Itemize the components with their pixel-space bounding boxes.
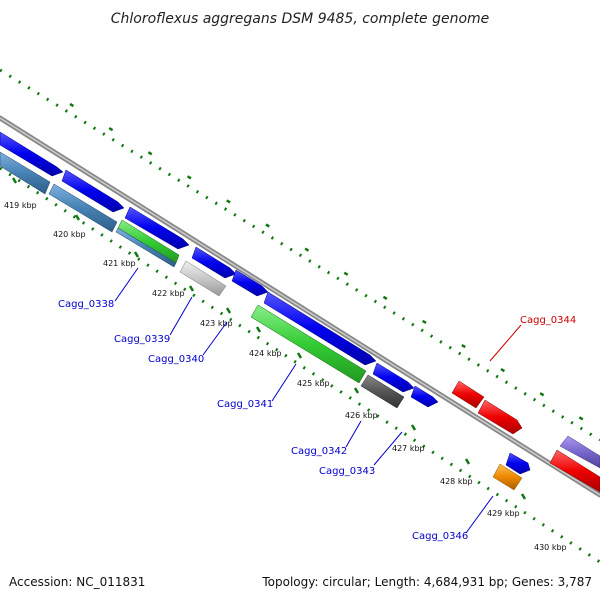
gene-feature[interactable]: [231, 269, 269, 297]
tick-labels: 419 kbp 420 kbp 421 kbp 422 kbp 423 kbp …: [4, 201, 567, 552]
tick-label: 424 kbp: [249, 349, 282, 358]
reverse-strand-features: [451, 380, 600, 493]
gc-skew-outer-dots: [0, 68, 600, 442]
gene-feature[interactable]: [410, 385, 439, 408]
tick-label: 426 kbp: [345, 411, 378, 420]
gene-feature[interactable]: [0, 151, 51, 195]
gene-feature[interactable]: [360, 374, 405, 409]
gene-feature[interactable]: [124, 206, 190, 250]
gene-label-cagg-0344[interactable]: Cagg_0344: [520, 315, 576, 326]
genome-backbone-inner: [0, 117, 600, 496]
forward-strand-features: [0, 131, 531, 475]
gene-feature[interactable]: [179, 260, 227, 297]
gc-skew-inner-dots: [0, 166, 600, 564]
tick-label: 420 kbp: [53, 230, 86, 239]
gene-feature[interactable]: [48, 183, 118, 233]
gene-label-cagg-0343[interactable]: Cagg_0343: [319, 466, 375, 477]
tick-label: 423 kbp: [200, 319, 233, 328]
gene-label-leaders: [114, 267, 522, 534]
gc-content-dashes-outer: [69, 102, 600, 432]
gene-feature[interactable]: [505, 452, 531, 475]
gene-label-cagg-0342[interactable]: Cagg_0342: [291, 446, 347, 457]
gene-feature[interactable]: [115, 227, 177, 268]
gene-label-cagg-0341[interactable]: Cagg_0341: [217, 399, 273, 410]
tick-label: 429 kbp: [487, 509, 520, 518]
gene-feature[interactable]: [492, 463, 523, 491]
gene-label-cagg-0338[interactable]: Cagg_0338: [58, 299, 114, 310]
tick-label: 428 kbp: [440, 477, 473, 486]
gene-feature[interactable]: [263, 291, 377, 366]
tick-label: 425 kbp: [297, 379, 330, 388]
scale-ticks: [11, 177, 527, 500]
tick-label: 422 kbp: [152, 289, 185, 298]
gene-label-cagg-0340[interactable]: Cagg_0340: [148, 354, 204, 365]
tick-label: 430 kbp: [534, 543, 567, 552]
gene-feature[interactable]: [559, 435, 600, 469]
accession-text: Accession: NC_011831: [9, 575, 145, 589]
gene-labels: Cagg_0338 Cagg_0339 Cagg_0340 Cagg_0341 …: [58, 299, 576, 542]
gene-label-cagg-0339[interactable]: Cagg_0339: [114, 334, 170, 345]
gene-feature[interactable]: [0, 131, 64, 177]
gene-feature[interactable]: [372, 362, 415, 393]
gene-feature[interactable]: [451, 380, 485, 409]
gene-label-cagg-0346[interactable]: Cagg_0346: [412, 531, 468, 542]
tick-label: 421 kbp: [103, 259, 136, 268]
gene-feature[interactable]: [477, 399, 523, 435]
topology-text: Topology: circular; Length: 4,684,931 bp…: [261, 575, 592, 589]
tick-label: 419 kbp: [4, 201, 37, 210]
tick-label: 427 kbp: [392, 444, 425, 453]
second-track-features: [0, 151, 600, 491]
gene-feature[interactable]: [61, 169, 125, 213]
gene-feature[interactable]: [250, 304, 367, 384]
gene-feature[interactable]: [191, 246, 237, 279]
gene-feature[interactable]: [549, 449, 600, 493]
map-title: Chloroflexus aggregans DSM 9485, complet…: [111, 11, 490, 27]
